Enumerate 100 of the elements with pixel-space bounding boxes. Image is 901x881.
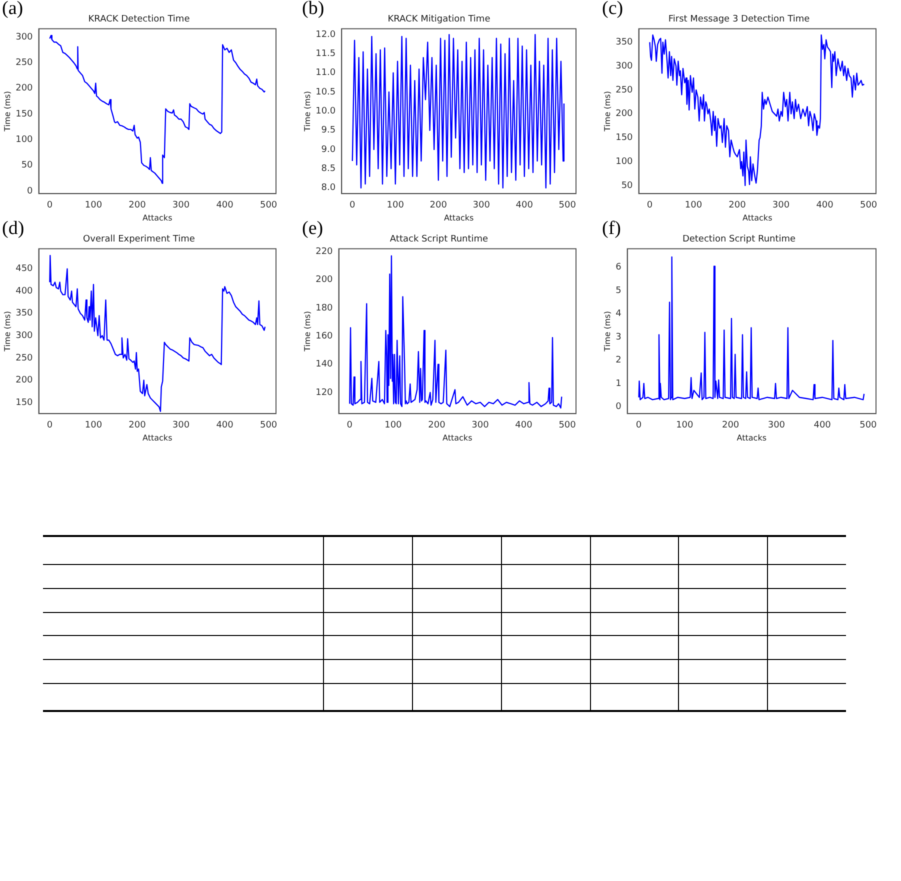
y-tick-label: 2 [616, 356, 622, 366]
y-tick-label: 50 [621, 180, 634, 191]
y-tick-label: 250 [16, 58, 34, 68]
x-tick-label: 500 [260, 420, 278, 430]
x-tick-label: 0 [350, 200, 356, 210]
x-axis-title: Attacks [142, 433, 172, 442]
x-tick-label: 400 [814, 420, 832, 430]
x-tick-label: 400 [216, 200, 234, 210]
y-tick-label: 180 [316, 303, 334, 314]
text: (b) [302, 0, 324, 20]
x-tick-label: 400 [516, 200, 534, 210]
x-tick-label: 300 [172, 420, 190, 430]
y-tick-label: 200 [16, 376, 34, 386]
x-tick-label: 100 [384, 420, 402, 430]
x-tick-label: 100 [386, 200, 404, 210]
chart-title: KRACK Detection Time [88, 14, 190, 25]
x-tick-label: 300 [472, 420, 490, 430]
y-axis-title: Time (ms) [2, 91, 12, 132]
x-tick-label: 300 [768, 420, 786, 430]
x-tick-label: 0 [636, 420, 642, 430]
y-tick-label: 300 [16, 331, 34, 341]
y-tick-label: 11.0 [316, 68, 336, 78]
chart-title: Attack Script Runtime [390, 234, 489, 245]
y-tick-label: 5 [616, 286, 622, 296]
x-tick-label: 500 [558, 420, 576, 430]
y-tick-label: 450 [16, 264, 34, 274]
x-tick-label: 300 [772, 200, 790, 210]
x-axis-title: Attacks [444, 213, 474, 222]
y-tick-label: 0 [616, 402, 622, 412]
y-tick-label: 1 [616, 378, 622, 389]
text: (c) [602, 0, 624, 20]
y-tick-label: 160 [316, 331, 334, 342]
y-tick-label: 250 [16, 353, 34, 364]
chart-title: First Message 3 Detection Time [668, 14, 810, 25]
y-tick-label: 3 [616, 332, 622, 342]
y-tick-label: 100 [16, 135, 34, 146]
y-tick-label: 150 [616, 133, 634, 144]
y-tick-label: 9.5 [321, 126, 336, 136]
x-tick-label: 500 [558, 200, 576, 210]
y-tick-label: 200 [616, 109, 634, 120]
x-tick-label: 0 [46, 420, 53, 430]
x-tick-label: 400 [216, 420, 234, 430]
y-axis-title: Time (ms) [602, 91, 612, 132]
text: (a) [2, 0, 24, 20]
y-axis-title: Time (ms) [602, 311, 612, 352]
x-tick-label: 200 [128, 200, 146, 210]
y-tick-label: 10.5 [316, 87, 336, 98]
x-tick-label: 0 [46, 200, 53, 210]
x-tick-label: 200 [430, 200, 448, 210]
x-axis-title: Attacks [442, 433, 472, 442]
x-tick-label: 400 [515, 420, 533, 430]
x-tick-label: 500 [260, 200, 278, 210]
y-tick-label: 11.5 [316, 49, 336, 60]
x-tick-label: 100 [676, 420, 694, 430]
x-tick-label: 200 [128, 420, 146, 430]
y-tick-label: 200 [316, 275, 334, 286]
x-tick-label: 100 [684, 200, 702, 210]
y-tick-label: 150 [16, 109, 34, 120]
x-tick-label: 300 [172, 200, 190, 210]
y-tick-label: 140 [316, 360, 334, 370]
x-tick-label: 500 [860, 200, 878, 210]
y-tick-label: 50 [21, 160, 34, 171]
y-tick-label: 250 [616, 85, 634, 96]
y-tick-label: 4 [616, 309, 622, 320]
y-axis-title: Time (ms) [2, 311, 12, 352]
y-tick-label: 8.0 [321, 183, 336, 194]
y-axis-title: Time (ms) [302, 311, 312, 352]
x-tick-label: 300 [472, 200, 490, 210]
x-tick-label: 100 [84, 200, 102, 210]
text: (f) [602, 218, 621, 240]
y-tick-label: 120 [316, 388, 334, 398]
text: (e) [302, 218, 324, 240]
y-tick-label: 8.5 [321, 164, 336, 174]
x-axis-title: Attacks [142, 213, 172, 222]
y-tick-label: 300 [16, 32, 34, 42]
y-tick-label: 9.0 [321, 144, 336, 155]
x-tick-label: 500 [860, 420, 878, 430]
y-tick-label: 350 [616, 38, 634, 48]
x-tick-label: 200 [722, 420, 740, 430]
y-tick-label: 0 [27, 186, 34, 196]
y-tick-label: 200 [16, 84, 34, 94]
y-tick-label: 220 [316, 246, 334, 257]
chart-title: Detection Script Runtime [682, 234, 796, 245]
y-tick-label: 300 [616, 61, 634, 72]
text: (d) [2, 218, 24, 240]
x-tick-label: 100 [84, 420, 102, 430]
x-axis-title: Attacks [742, 213, 772, 222]
y-tick-label: 10.0 [316, 106, 336, 117]
x-tick-label: 200 [728, 200, 746, 210]
y-tick-label: 150 [16, 398, 34, 408]
y-tick-label: 100 [616, 156, 634, 167]
y-tick-label: 12.0 [316, 30, 336, 40]
y-tick-label: 400 [16, 286, 34, 296]
x-tick-label: 400 [816, 200, 834, 210]
chart-title: Overall Experiment Time [83, 234, 196, 245]
y-tick-label: 6 [616, 262, 622, 273]
chart-title: KRACK Mitigation Time [388, 14, 491, 25]
x-tick-label: 0 [346, 420, 353, 430]
y-tick-label: 350 [16, 308, 34, 319]
y-axis-title: Time (ms) [302, 91, 312, 132]
